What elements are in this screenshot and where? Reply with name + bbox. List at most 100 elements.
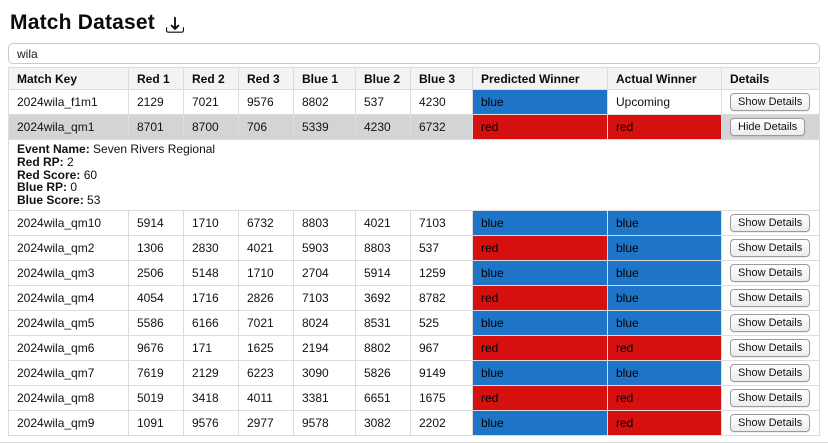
team-cell: 8024 <box>293 309 356 336</box>
detail-line: Blue Score: 53 <box>17 193 101 208</box>
table-row: 2024wila_qm1 8701 8700 706 5339 4230 6732 red re… <box>8 114 820 140</box>
team-cell: 5019 <box>128 384 184 411</box>
actual-winner-cell: red <box>607 409 722 436</box>
column-header-match-key: Match Key <box>8 67 129 90</box>
table-row: 2024wila_qm2 1306 2830 4021 5903 8803 537 red bl… <box>8 234 820 261</box>
team-cell: 7021 <box>238 309 294 336</box>
team-cell: 5826 <box>355 359 411 386</box>
team-cell: 1259 <box>410 259 473 286</box>
page-header: Match Dataset <box>0 0 828 35</box>
team-cell: 171 <box>183 334 239 361</box>
actual-winner-cell: blue <box>607 209 722 236</box>
team-cell: 7103 <box>293 284 356 311</box>
team-cell: 8700 <box>183 114 239 140</box>
team-cell: 4054 <box>128 284 184 311</box>
team-cell: 9149 <box>410 359 473 386</box>
actual-winner-cell: red <box>607 114 722 140</box>
detail-line: Red Score: 60 <box>17 167 98 182</box>
show-details-button[interactable]: Show Details <box>730 263 811 282</box>
team-cell: 1675 <box>410 384 473 411</box>
team-cell: 4021 <box>355 209 411 236</box>
detail-line: Red RP: 2 <box>17 154 74 169</box>
team-cell: 2202 <box>410 409 473 436</box>
column-header-red-3: Red 3 <box>238 67 294 90</box>
actual-winner-cell: red <box>607 384 722 411</box>
match-details-panel: Event Name: Seven Rivers Regional Red RP:… <box>8 139 820 211</box>
team-cell: 8803 <box>293 209 356 236</box>
match-key-cell: 2024wila_qm5 <box>8 309 129 336</box>
match-key-cell: 2024wila_qm6 <box>8 334 129 361</box>
team-cell: 537 <box>355 89 411 115</box>
team-cell: 706 <box>238 114 294 140</box>
team-cell: 1710 <box>238 259 294 286</box>
table-row: 2024wila_qm10 5914 1710 6732 8803 4021 7103 blu… <box>8 209 820 236</box>
actual-winner-cell: blue <box>607 234 722 261</box>
match-key-cell: 2024wila_qm2 <box>8 234 129 261</box>
column-header-predicted-winner: Predicted Winner <box>472 67 608 90</box>
table-row: 2024wila_qm6 9676 171 1625 2194 8802 967 red red… <box>8 334 820 361</box>
show-details-button[interactable]: Show Details <box>730 313 811 332</box>
column-header-blue-3: Blue 3 <box>410 67 473 90</box>
show-details-button[interactable]: Show Details <box>730 338 811 357</box>
team-cell: 2129 <box>128 89 184 115</box>
show-details-button[interactable]: Show Details <box>730 388 811 407</box>
team-cell: 5586 <box>128 309 184 336</box>
team-cell: 3381 <box>293 384 356 411</box>
show-details-button[interactable]: Show Details <box>730 213 811 232</box>
details-cell: Show Details <box>721 334 820 361</box>
team-cell: 8701 <box>128 114 184 140</box>
show-details-button[interactable]: Show Details <box>730 288 811 307</box>
hide-details-button[interactable]: Hide Details <box>730 118 806 136</box>
show-details-button[interactable]: Show Details <box>730 413 811 432</box>
details-cell: Show Details <box>721 89 820 115</box>
team-cell: 4230 <box>410 89 473 115</box>
team-cell: 6223 <box>238 359 294 386</box>
match-key-cell: 2024wila_qm10 <box>8 209 129 236</box>
team-cell: 537 <box>410 234 473 261</box>
match-key-cell: 2024wila_qm8 <box>8 384 129 411</box>
header-row: Match Key Red 1 Red 2 Red 3 Blue 1 Blue 2 Blue… <box>8 67 820 90</box>
team-cell: 2826 <box>238 284 294 311</box>
actual-winner-cell: red <box>607 334 722 361</box>
team-cell: 3418 <box>183 384 239 411</box>
team-cell: 2704 <box>293 259 356 286</box>
team-cell: 5914 <box>355 259 411 286</box>
actual-winner-cell: Upcoming <box>607 89 722 115</box>
match-table: Match Key Red 1 Red 2 Red 3 Blue 1 Blue 2 Blue… <box>8 67 820 436</box>
team-cell: 2129 <box>183 359 239 386</box>
download-icon[interactable] <box>165 16 184 34</box>
predicted-winner-cell: red <box>472 114 608 140</box>
team-cell: 3090 <box>293 359 356 386</box>
predicted-winner-cell: red <box>472 234 608 261</box>
show-details-button[interactable]: Show Details <box>730 238 811 257</box>
predicted-winner-cell: red <box>472 334 608 361</box>
team-cell: 6651 <box>355 384 411 411</box>
details-cell: Show Details <box>721 384 820 411</box>
search-input[interactable] <box>8 43 820 64</box>
team-cell: 1091 <box>128 409 184 436</box>
team-cell: 9578 <box>293 409 356 436</box>
match-key-cell: 2024wila_qm4 <box>8 284 129 311</box>
column-header-red-1: Red 1 <box>128 67 184 90</box>
team-cell: 1710 <box>183 209 239 236</box>
team-cell: 4011 <box>238 384 294 411</box>
show-details-button[interactable]: Show Details <box>730 93 811 111</box>
match-key-cell: 2024wila_qm1 <box>8 114 129 140</box>
table-body: 2024wila_f1m1 2129 7021 9576 8802 537 4230 blue… <box>8 89 820 436</box>
table-row: 2024wila_qm4 4054 1716 2826 7103 3692 8782 red b… <box>8 284 820 311</box>
table-row: 2024wila_qm8 5019 3418 4011 3381 6651 1675 red r… <box>8 384 820 411</box>
show-details-button[interactable]: Show Details <box>730 363 811 382</box>
team-cell: 8803 <box>355 234 411 261</box>
table-row: 2024wila_qm9 1091 9576 2977 9578 3082 2202 blue… <box>8 409 820 436</box>
details-cell: Show Details <box>721 234 820 261</box>
team-cell: 6166 <box>183 309 239 336</box>
match-key-cell: 2024wila_qm3 <box>8 259 129 286</box>
team-cell: 2977 <box>238 409 294 436</box>
team-cell: 7021 <box>183 89 239 115</box>
table-row: 2024wila_qm7 7619 2129 6223 3090 5826 9149 blue… <box>8 359 820 386</box>
details-cell: Show Details <box>721 209 820 236</box>
team-cell: 5903 <box>293 234 356 261</box>
team-cell: 4021 <box>238 234 294 261</box>
team-cell: 7619 <box>128 359 184 386</box>
